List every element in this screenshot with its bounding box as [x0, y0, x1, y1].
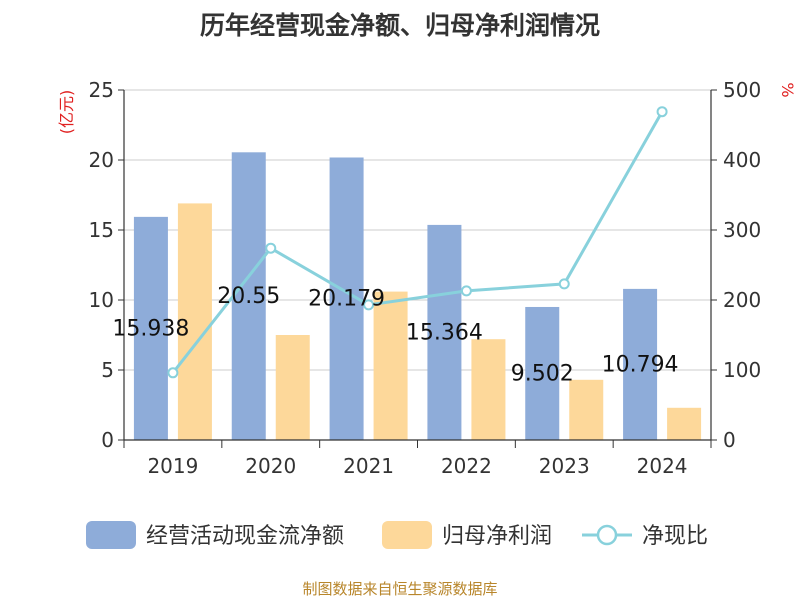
bar-operating-cash-flow	[231, 152, 266, 441]
data-label-cash-flow: 9.502	[511, 361, 574, 386]
chart-title: 历年经营现金净额、归母净利润情况	[199, 11, 600, 40]
bar-operating-cash-flow	[525, 306, 560, 440]
y-right-tick-label: 100	[723, 358, 761, 382]
y-left-tick-label: 20	[89, 148, 114, 172]
y-right-tick-label: 300	[723, 218, 761, 242]
data-labels: 15.938 20.55 20.179 15.364 9.502 10.794	[112, 284, 678, 386]
bars	[133, 152, 702, 441]
x-tick-label: 2020	[245, 454, 296, 478]
ratio-point	[460, 285, 472, 297]
bar-net-profit	[275, 335, 310, 440]
y-left-tick-label: 25	[89, 78, 114, 102]
y-right-axis-title: %	[778, 82, 797, 97]
x-tick-label: 2022	[441, 454, 492, 478]
bar-net-profit	[373, 291, 408, 440]
ratio-point	[558, 278, 570, 290]
y-left-tick-label: 10	[89, 288, 114, 312]
bar-operating-cash-flow	[623, 288, 658, 440]
bar-net-profit	[667, 407, 702, 440]
data-label-cash-flow: 10.794	[602, 352, 679, 377]
ratio-line	[167, 106, 668, 379]
y-left-tick-label: 5	[101, 358, 114, 382]
x-tick-label: 2019	[147, 454, 198, 478]
ratio-point	[363, 299, 375, 311]
ratio-line-path	[171, 110, 664, 374]
ratio-point	[167, 367, 179, 379]
y-right-tick-label: 0	[723, 428, 736, 452]
y-right-tick-label: 200	[723, 288, 761, 312]
bar-net-profit	[471, 339, 506, 440]
data-label-cash-flow: 15.938	[112, 316, 189, 341]
legend-label-net-profit: 归母净利润	[442, 524, 552, 549]
data-label-cash-flow: 20.179	[308, 287, 385, 312]
legend-label-cash-flow: 经营活动现金流净额	[146, 524, 344, 549]
y-right-tick-label: 400	[723, 148, 761, 172]
ratio-point	[265, 242, 277, 254]
y-left-tick-label: 15	[89, 218, 114, 242]
legend-label-ratio: 净现比	[642, 524, 708, 549]
gridlines	[124, 89, 711, 371]
x-tick-label: 2024	[637, 454, 688, 478]
data-label-cash-flow: 20.55	[217, 284, 280, 309]
y-left-axis-title: (亿元)	[57, 90, 76, 135]
bar-net-profit	[569, 379, 604, 440]
x-tick-label: 2023	[539, 454, 590, 478]
y-left-tick-label: 0	[101, 428, 114, 452]
data-label-cash-flow: 15.364	[406, 320, 483, 345]
legend-swatch-net-profit	[382, 521, 432, 549]
y-right-tick-label: 500	[723, 78, 761, 102]
bar-operating-cash-flow	[133, 216, 168, 440]
axes: 0 5 10 15 20 25 0 100 200 300 400 500 (亿元) % 2019 2020 2…	[57, 78, 797, 478]
legend-swatch-cash-flow	[86, 521, 136, 549]
ratio-point	[656, 106, 668, 118]
legend-marker-ratio	[596, 524, 618, 546]
legend: 经营活动现金流净额 归母净利润 净现比	[86, 521, 708, 549]
source-note: 制图数据来自恒生聚源数据库	[302, 580, 498, 598]
x-tick-label: 2021	[343, 454, 394, 478]
bar-net-profit	[177, 203, 212, 440]
bar-operating-cash-flow	[427, 224, 462, 440]
